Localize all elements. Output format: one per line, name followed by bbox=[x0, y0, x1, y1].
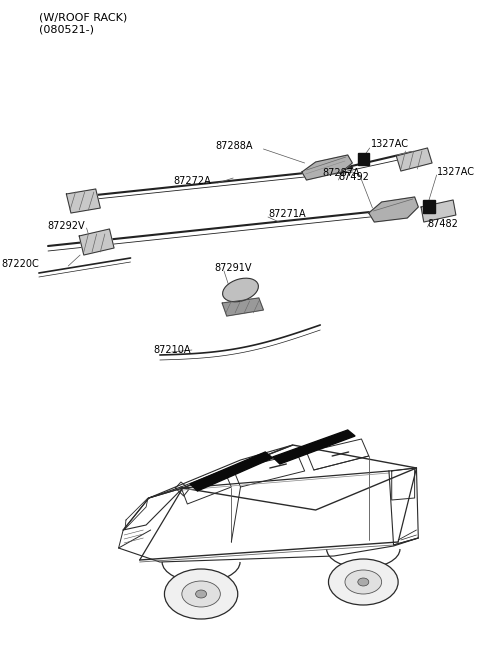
Polygon shape bbox=[222, 298, 264, 316]
Text: 87210A: 87210A bbox=[154, 345, 191, 355]
Text: 87272A: 87272A bbox=[174, 176, 211, 186]
Polygon shape bbox=[79, 229, 114, 255]
Ellipse shape bbox=[182, 581, 220, 607]
Text: (W/ROOF RACK): (W/ROOF RACK) bbox=[39, 12, 127, 22]
Text: (080521-): (080521-) bbox=[39, 25, 94, 35]
Polygon shape bbox=[396, 148, 432, 171]
Text: 87288A: 87288A bbox=[216, 141, 253, 151]
Polygon shape bbox=[358, 153, 369, 165]
Ellipse shape bbox=[195, 590, 206, 598]
Text: 87482: 87482 bbox=[428, 219, 458, 229]
Text: 87291V: 87291V bbox=[215, 263, 252, 273]
Ellipse shape bbox=[328, 559, 398, 605]
Text: 87271A: 87271A bbox=[268, 209, 306, 219]
Text: 1327AC: 1327AC bbox=[437, 167, 475, 177]
Ellipse shape bbox=[165, 569, 238, 619]
Polygon shape bbox=[190, 452, 273, 491]
Ellipse shape bbox=[223, 278, 258, 302]
Text: 87287A: 87287A bbox=[322, 168, 360, 178]
Polygon shape bbox=[302, 155, 352, 180]
Polygon shape bbox=[66, 189, 100, 213]
Polygon shape bbox=[421, 200, 456, 222]
Text: 87220C: 87220C bbox=[1, 259, 39, 269]
Text: 87292V: 87292V bbox=[47, 221, 84, 231]
Polygon shape bbox=[369, 197, 418, 222]
Ellipse shape bbox=[358, 578, 369, 586]
Polygon shape bbox=[423, 200, 435, 213]
Ellipse shape bbox=[345, 570, 382, 594]
Polygon shape bbox=[273, 430, 355, 464]
Text: 87492: 87492 bbox=[338, 172, 370, 182]
Text: 1327AC: 1327AC bbox=[371, 139, 408, 149]
